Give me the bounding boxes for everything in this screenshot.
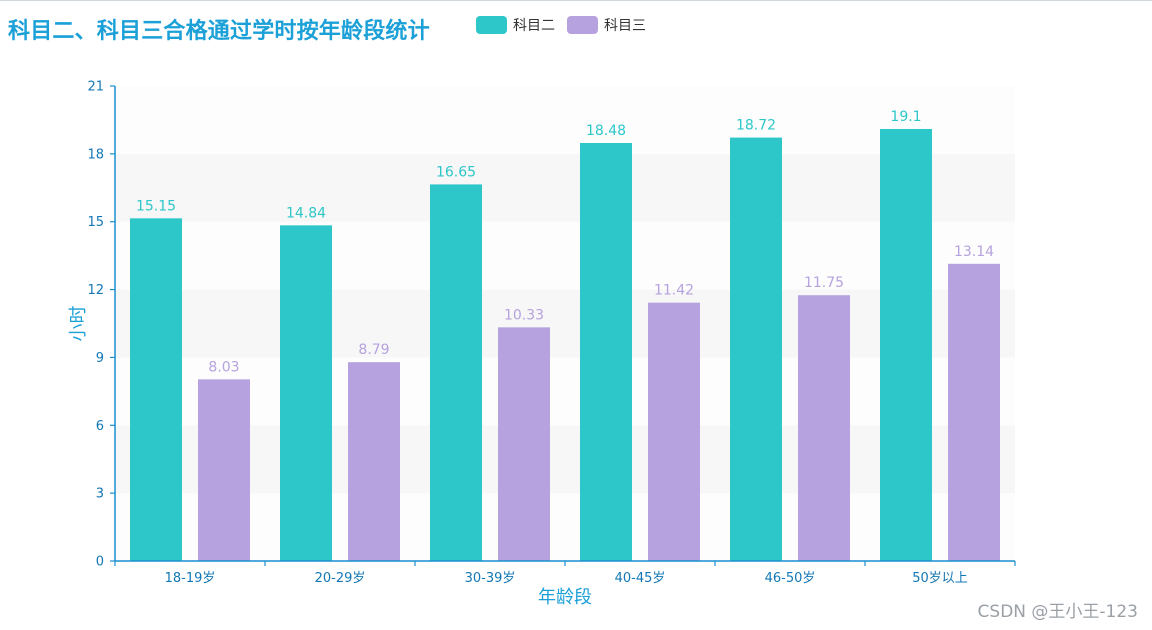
split-band (115, 86, 1015, 154)
bar (730, 137, 782, 562)
legend-swatch-series-1 (476, 16, 507, 34)
y-tick-label: 21 (87, 80, 104, 95)
bar (498, 327, 550, 561)
bar-value-label: 8.03 (208, 359, 239, 375)
split-band (115, 221, 1015, 290)
bar-value-label: 18.48 (586, 123, 626, 139)
bar (430, 184, 482, 561)
bar (198, 379, 250, 561)
bars-group (130, 128, 1000, 562)
y-tick-label: 12 (87, 283, 104, 298)
x-tick-label: 40-45岁 (615, 571, 666, 586)
split-band (115, 493, 1015, 561)
legend-swatch-series-2 (567, 16, 598, 34)
split-band (115, 425, 1015, 494)
bar-value-label: 18.72 (736, 118, 776, 134)
y-tick-label: 6 (96, 419, 104, 434)
bar (348, 362, 400, 561)
bar-value-label: 15.15 (136, 198, 176, 214)
bar-value-label: 19.1 (890, 109, 921, 125)
y-tick-label: 15 (87, 215, 104, 230)
bar-value-label: 11.42 (654, 283, 694, 299)
bar-value-label: 11.75 (804, 275, 844, 291)
bar (798, 295, 850, 561)
split-band (115, 357, 1015, 426)
x-axis-title: 年龄段 (538, 587, 592, 608)
y-axis-title: 小时 (68, 306, 89, 342)
bar (648, 302, 700, 561)
bar (580, 143, 632, 561)
x-tick-label: 30-39岁 (465, 571, 516, 586)
bar-value-label: 8.79 (358, 342, 389, 358)
y-tick-label: 9 (96, 351, 104, 366)
bar (280, 225, 332, 562)
bar-value-label: 10.33 (504, 307, 544, 323)
bar (880, 128, 932, 561)
legend-label-series-2: 科目三 (604, 18, 646, 34)
x-tick-label: 20-29岁 (315, 571, 366, 586)
y-tick-label: 18 (87, 147, 104, 162)
bar-value-label: 16.65 (436, 164, 476, 180)
split-area-bands (115, 86, 1015, 561)
top-divider (0, 0, 1152, 1)
bar (130, 218, 182, 562)
y-tick-label: 3 (96, 487, 104, 502)
legend-label-series-1: 科目二 (513, 18, 555, 34)
x-tick-label: 50岁以上 (912, 571, 968, 586)
y-tick-label: 0 (96, 555, 104, 570)
bar (948, 263, 1000, 561)
x-tick-label: 46-50岁 (765, 571, 816, 586)
axes-group: 0 3 6 9 12 15 18 21 18-19岁 20-29岁 30-39岁 40-45岁 46-5… (87, 80, 1016, 586)
bar-value-label: 13.14 (954, 244, 994, 260)
legend-item-series-2[interactable]: 科目三 (567, 15, 646, 35)
split-band (115, 153, 1015, 222)
watermark: CSDN @王小王-123 (977, 602, 1138, 622)
legend-item-series-1[interactable]: 科目二 (476, 15, 555, 35)
bar-labels-group: 15.15 14.84 16.65 18.48 18.72 19.1 8.03 8.79 10.… (136, 109, 994, 375)
bar-value-label: 14.84 (286, 205, 326, 221)
chart-title: 科目二、科目三合格通过学时按年龄段统计 (8, 19, 430, 44)
x-tick-label: 18-19岁 (165, 571, 216, 586)
chart-legend: 科目二 科目三 (476, 15, 646, 35)
split-band (115, 289, 1015, 358)
